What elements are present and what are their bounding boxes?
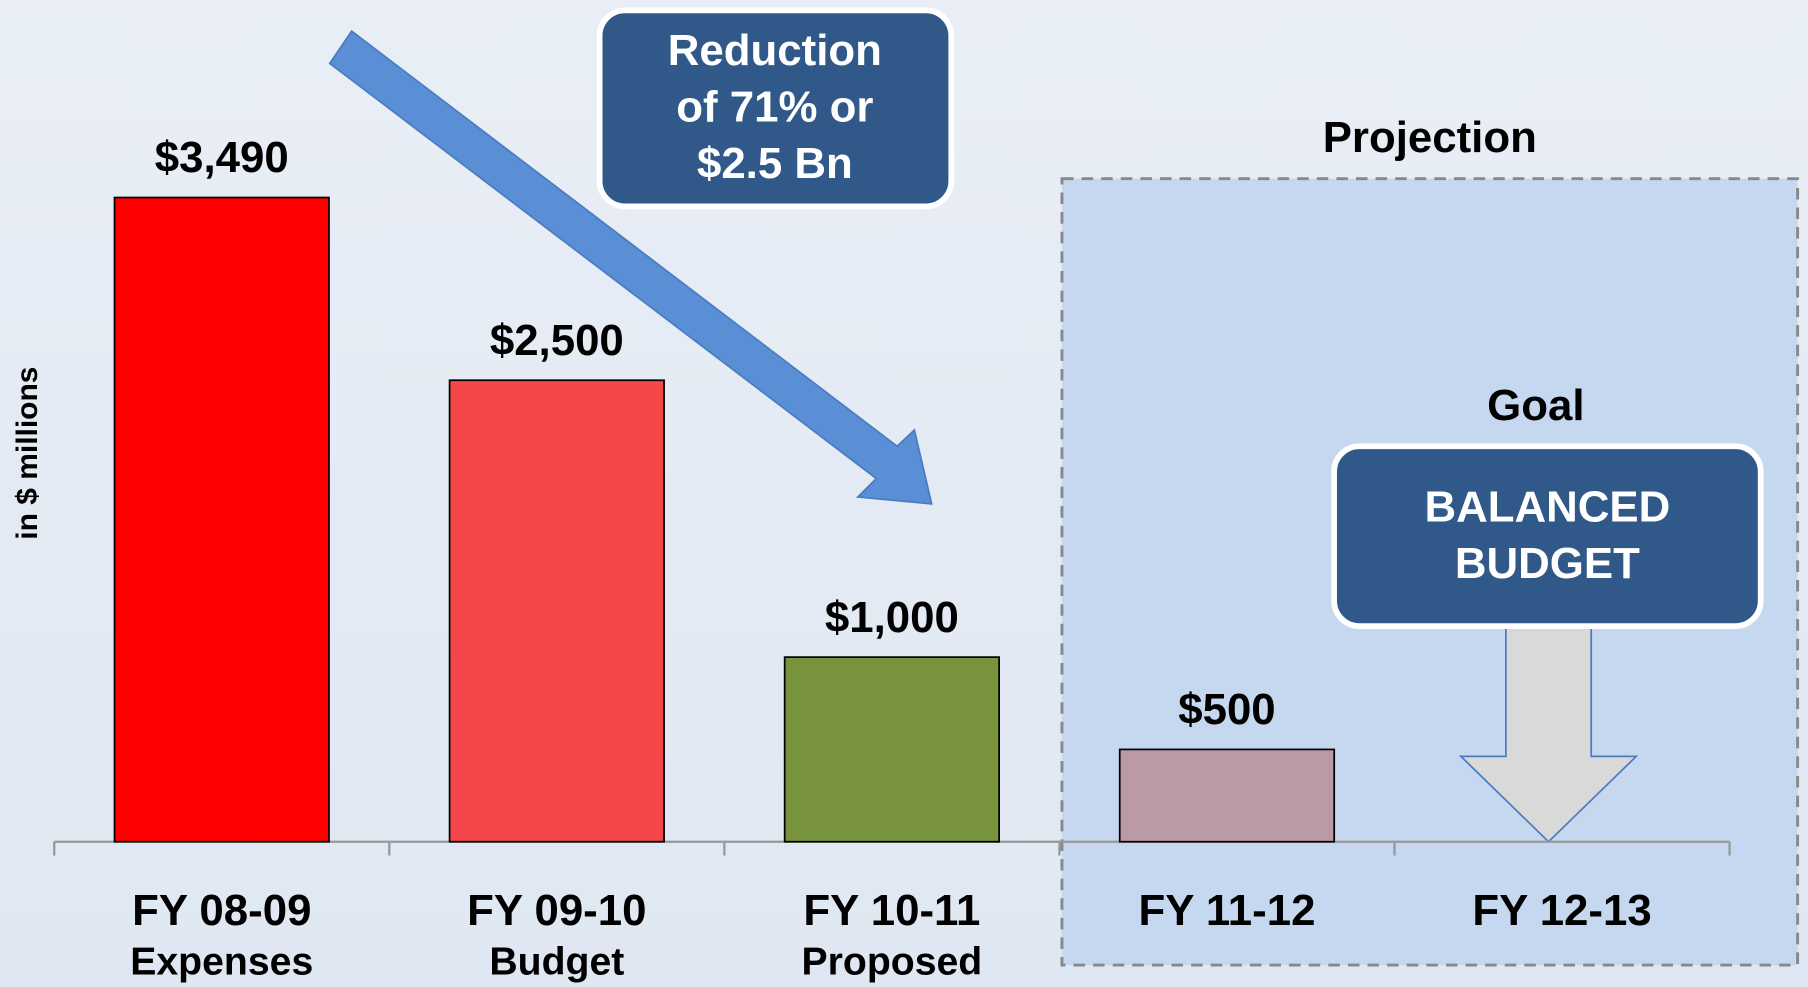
balanced-text: BALANCED BUDGET bbox=[1425, 482, 1671, 587]
text-line: BALANCED bbox=[1425, 482, 1671, 531]
x-tick-label: FY 11-12 bbox=[1138, 886, 1315, 935]
x-tick-sublabel: Expenses bbox=[130, 940, 313, 983]
text-line: BUDGET bbox=[1455, 539, 1640, 588]
data-label: $500 bbox=[1178, 685, 1275, 734]
goal-label: Goal bbox=[1487, 381, 1584, 430]
reduction-box bbox=[596, 7, 955, 210]
x-tick-label: FY 08-09 bbox=[132, 886, 311, 935]
projection-label: Projection bbox=[1323, 113, 1537, 162]
y-axis-label: in $ millions bbox=[11, 367, 44, 540]
bar bbox=[113, 196, 330, 843]
data-label: $1,000 bbox=[825, 593, 959, 642]
data-label: $3,490 bbox=[155, 133, 289, 182]
x-tick-sublabel: Proposed bbox=[802, 940, 983, 983]
x-tick-label: FY 09-10 bbox=[467, 886, 646, 935]
balanced-box bbox=[1331, 443, 1764, 629]
x-tick-label: FY 10-11 bbox=[803, 886, 980, 935]
trend-arrow bbox=[328, 29, 933, 505]
reduction-text: Reduction of 71% or $2.5 Bn bbox=[668, 26, 882, 188]
data-label: $2,500 bbox=[490, 316, 624, 365]
bar bbox=[1118, 748, 1336, 843]
text-line: Reduction bbox=[668, 26, 882, 75]
x-tick-sublabel: Budget bbox=[489, 940, 624, 983]
text-line: of 71% or bbox=[676, 82, 873, 131]
bar bbox=[783, 656, 1000, 843]
goal-arrow bbox=[1458, 621, 1639, 843]
text-line: $2.5 Bn bbox=[697, 139, 853, 188]
bar bbox=[448, 379, 665, 843]
x-tick-label: FY 12-13 bbox=[1472, 886, 1651, 935]
